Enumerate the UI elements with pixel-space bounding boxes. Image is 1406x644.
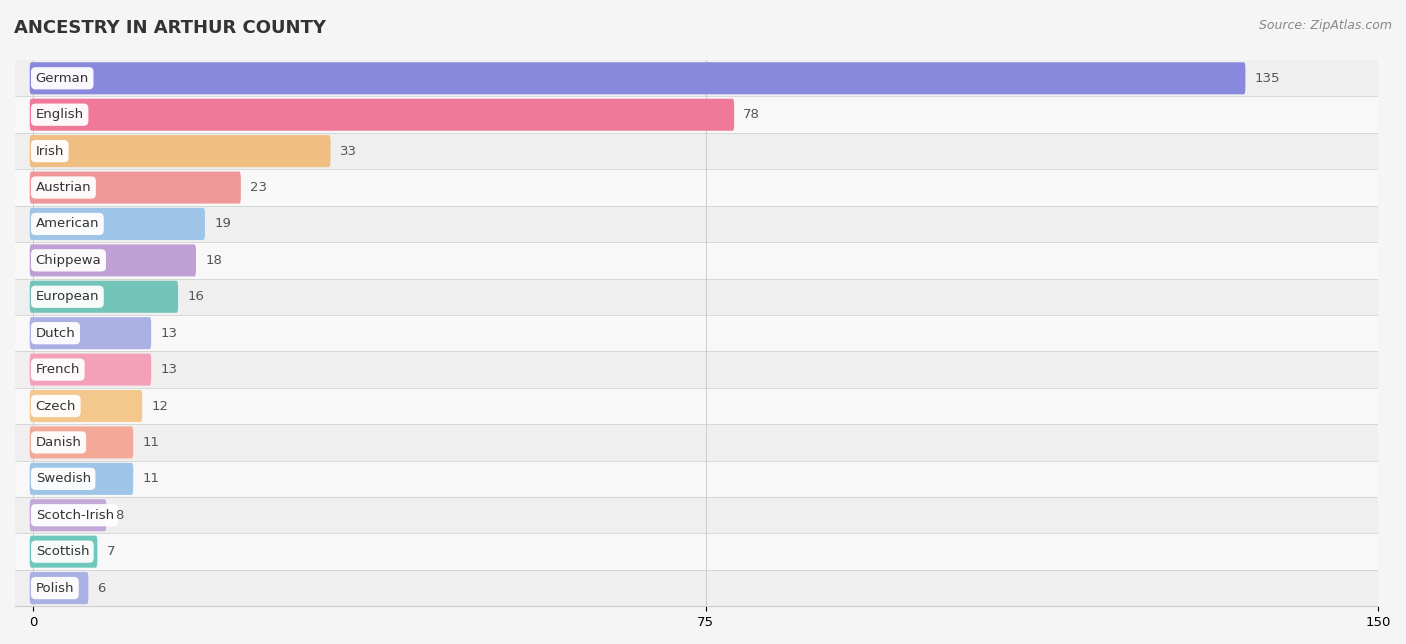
Text: 6: 6 [97,582,105,594]
Text: Irish: Irish [35,145,65,158]
Bar [15,279,1405,315]
Bar [15,388,1405,424]
Bar [15,570,1405,606]
Text: 13: 13 [160,327,177,339]
Bar [15,242,1405,279]
Text: Chippewa: Chippewa [35,254,101,267]
Text: Czech: Czech [35,399,76,413]
Text: 13: 13 [160,363,177,376]
Bar [15,97,1405,133]
Text: American: American [35,218,100,231]
Bar [15,352,1405,388]
Bar [15,60,1405,97]
Text: 11: 11 [142,436,159,449]
Text: English: English [35,108,84,121]
Bar [15,533,1405,570]
FancyBboxPatch shape [30,390,142,422]
Text: Swedish: Swedish [35,472,91,486]
FancyBboxPatch shape [30,244,195,276]
FancyBboxPatch shape [30,99,734,131]
FancyBboxPatch shape [30,317,152,349]
FancyBboxPatch shape [30,171,240,204]
FancyBboxPatch shape [30,208,205,240]
Text: Dutch: Dutch [35,327,76,339]
Text: Scottish: Scottish [35,545,89,558]
Text: French: French [35,363,80,376]
Text: 18: 18 [205,254,222,267]
Text: German: German [35,71,89,85]
Text: 12: 12 [152,399,169,413]
Text: Polish: Polish [35,582,75,594]
Text: Source: ZipAtlas.com: Source: ZipAtlas.com [1258,19,1392,32]
Text: Danish: Danish [35,436,82,449]
Text: 23: 23 [250,181,267,194]
FancyBboxPatch shape [30,354,152,386]
Text: 8: 8 [115,509,124,522]
Bar [15,169,1405,205]
Bar [15,460,1405,497]
Text: Scotch-Irish: Scotch-Irish [35,509,114,522]
Bar [15,315,1405,352]
FancyBboxPatch shape [30,426,134,459]
Bar [15,424,1405,460]
Bar [15,497,1405,533]
FancyBboxPatch shape [30,135,330,167]
Text: Austrian: Austrian [35,181,91,194]
FancyBboxPatch shape [30,281,179,313]
Bar [15,133,1405,169]
Text: 11: 11 [142,472,159,486]
Bar [15,205,1405,242]
Text: ANCESTRY IN ARTHUR COUNTY: ANCESTRY IN ARTHUR COUNTY [14,19,326,37]
FancyBboxPatch shape [30,572,89,604]
Text: 33: 33 [340,145,357,158]
FancyBboxPatch shape [30,536,97,567]
Text: 7: 7 [107,545,115,558]
Text: 135: 135 [1254,71,1279,85]
FancyBboxPatch shape [30,499,107,531]
Text: European: European [35,290,100,303]
FancyBboxPatch shape [30,62,1246,94]
Text: 78: 78 [744,108,761,121]
Text: 19: 19 [214,218,231,231]
Text: 16: 16 [187,290,204,303]
FancyBboxPatch shape [30,463,134,495]
